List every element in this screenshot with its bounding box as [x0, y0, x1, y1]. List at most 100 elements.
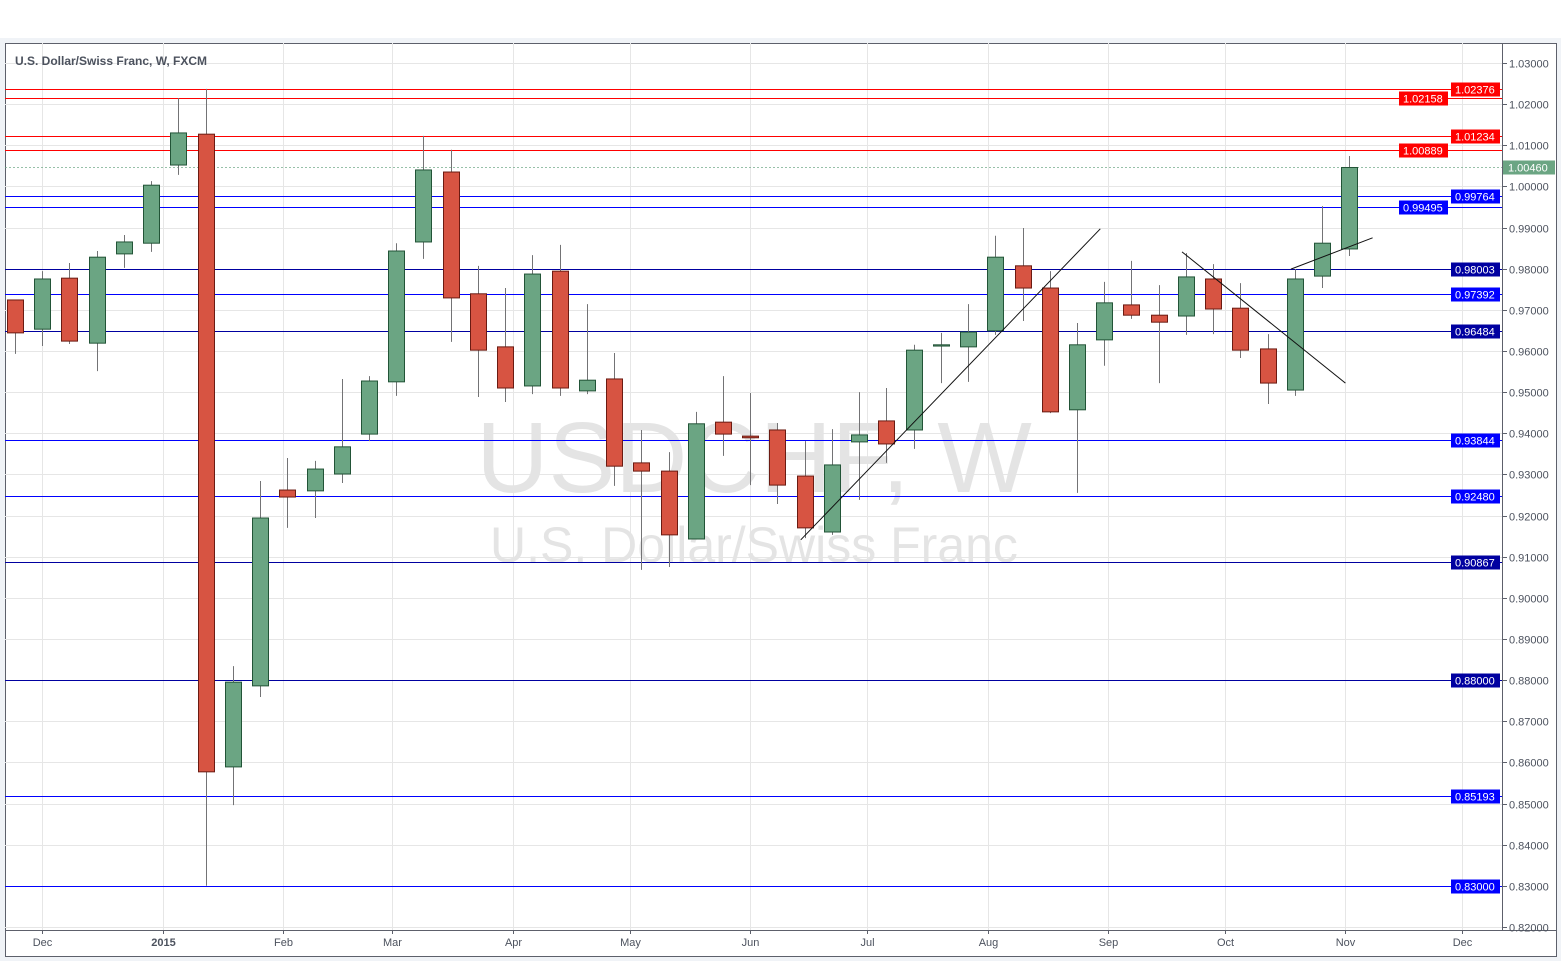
candle-down [661, 470, 678, 536]
price-tick-label: 0.84000 [1509, 841, 1549, 853]
candle-up [1096, 302, 1113, 341]
candle-down [1260, 348, 1277, 384]
level-label-box [1451, 489, 1500, 504]
candle-down [606, 378, 623, 467]
candle-down [715, 421, 732, 435]
candle-down [633, 462, 650, 472]
candle-down [1205, 278, 1222, 310]
price-tick-label: 0.83000 [1509, 882, 1549, 894]
level-label: 1.02158 [1403, 94, 1443, 106]
candle-down [878, 420, 895, 445]
price-tick-label: 1.01000 [1509, 141, 1549, 153]
level-label-box [1451, 324, 1500, 339]
level-label: 0.96484 [1455, 327, 1495, 339]
price-tick-label: 0.98000 [1509, 265, 1549, 277]
level-label: 0.99495 [1403, 203, 1443, 215]
level-label-box [1451, 879, 1500, 894]
level-label-box [1451, 789, 1500, 804]
price-tick-label: 1.02000 [1509, 100, 1549, 112]
price-tick-label: 0.94000 [1509, 429, 1549, 441]
candle-down [198, 133, 215, 773]
candle-up [824, 464, 841, 533]
watermark-symbol: USDCHF, W [476, 402, 1032, 514]
candle-down [443, 171, 460, 299]
last-price-label: 1.00460 [1508, 163, 1548, 175]
level-label: 0.98003 [1455, 265, 1495, 277]
candle-up [688, 423, 705, 540]
candle-up [1178, 276, 1195, 317]
price-tick-label: 1.03000 [1509, 59, 1549, 71]
price-tick-label: 0.87000 [1509, 717, 1549, 729]
candle-up [361, 380, 378, 435]
candle-down [1042, 287, 1059, 413]
candle-up [307, 468, 324, 492]
time-tick-label: 2015 [151, 937, 175, 949]
trend-line [800, 228, 1101, 541]
level-label-box [1399, 143, 1448, 158]
level-label: 0.85193 [1455, 792, 1495, 804]
level-label-box [1451, 189, 1500, 204]
candle-down [797, 475, 814, 529]
price-tick-label: 0.97000 [1509, 306, 1549, 318]
candle-down [497, 346, 514, 389]
time-tick-label: May [620, 937, 641, 949]
candle-up [116, 241, 133, 255]
candle-down [1151, 314, 1168, 323]
candle-down [61, 277, 78, 342]
price-tick-label: 0.92000 [1509, 512, 1549, 524]
candle-up [34, 278, 51, 330]
price-tick-label: 0.89000 [1509, 635, 1549, 647]
chart-title: U.S. Dollar/Swiss Franc, W, FXCM [15, 54, 207, 68]
candle-up [1341, 166, 1358, 250]
candle-down [769, 429, 786, 486]
level-label: 0.90867 [1455, 558, 1495, 570]
candle-up [143, 184, 160, 244]
candle-up [1287, 278, 1304, 391]
level-label-box [1451, 287, 1500, 302]
time-tick-label: Dec [1453, 937, 1473, 949]
level-label-box [1451, 262, 1500, 277]
price-tick-label: 0.96000 [1509, 347, 1549, 359]
candle-up [1069, 344, 1086, 411]
candle-up [415, 169, 432, 243]
level-label-box [1451, 82, 1500, 97]
time-axis[interactable]: Dec 2015 Feb Mar Apr May Jun Jul Aug Sep Oct Nov Dec [33, 930, 1473, 949]
level-label: 1.02376 [1455, 85, 1495, 97]
candle-up [89, 256, 106, 344]
candle-down [552, 270, 569, 389]
level-label: 1.01234 [1455, 132, 1495, 144]
candle-up [388, 250, 405, 383]
candle-up [225, 681, 242, 768]
price-tick-label: 0.85000 [1509, 800, 1549, 812]
time-tick-label: Feb [274, 937, 293, 949]
level-label: 1.00889 [1403, 146, 1443, 158]
level-label: 0.83000 [1455, 882, 1495, 894]
candle-up [960, 331, 977, 348]
level-label-box [1451, 555, 1500, 570]
candle-down [1232, 307, 1249, 351]
candle-up [933, 344, 950, 347]
candle-up [170, 132, 187, 166]
watermark: USDCHF, W U.S. Dollar/Swiss Franc [476, 402, 1032, 573]
level-label-box [1451, 129, 1500, 144]
candle-up [906, 349, 923, 431]
top-bar [0, 0, 1561, 38]
price-axis[interactable]: 1.03000 1.02000 1.01000 1.00000 0.99000 0.980… [1502, 59, 1549, 935]
time-tick-label: Jul [860, 937, 874, 949]
time-tick-label: Nov [1336, 937, 1356, 949]
candle-down [1015, 265, 1032, 289]
time-tick-label: Sep [1099, 937, 1119, 949]
price-tick-label: 1.00000 [1509, 182, 1549, 194]
level-label-box [1451, 673, 1500, 688]
candles [7, 88, 1358, 886]
time-tick-label: Dec [33, 937, 53, 949]
level-label: 0.93844 [1455, 436, 1495, 448]
time-tick-label: Apr [505, 937, 522, 949]
level-label: 0.92480 [1455, 492, 1495, 504]
trend-line [1181, 251, 1346, 384]
time-tick-label: Aug [979, 937, 999, 949]
level-label: 0.97392 [1455, 290, 1495, 302]
level-label-box [1399, 200, 1448, 215]
price-tick-label: 0.82000 [1509, 923, 1549, 935]
